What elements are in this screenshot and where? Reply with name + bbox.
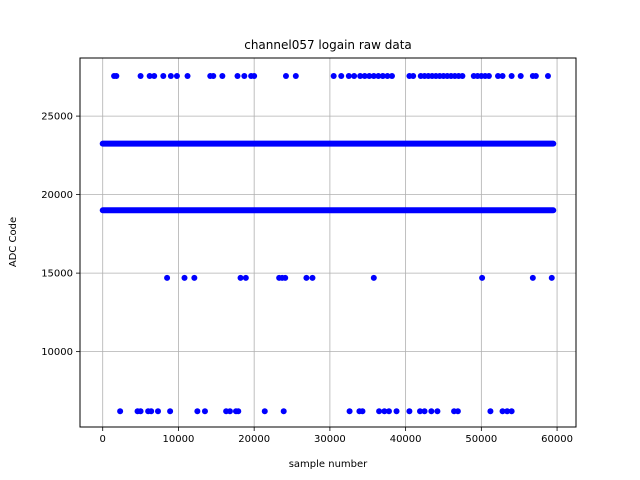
data-point [234,73,241,80]
data-point [309,274,316,281]
x-tick-label: 30000 [314,434,346,445]
data-point [517,73,524,80]
x-tick-label: 10000 [163,434,195,445]
data-point [219,73,226,80]
y-tick-label: 25000 [41,112,73,123]
data-point [113,73,120,80]
data-point [173,73,180,80]
data-point [370,274,377,281]
y-axis-label: ADC Code [8,217,19,267]
data-point [388,73,395,80]
data-point [330,73,337,80]
data-point [381,408,388,415]
data-point [495,73,502,80]
y-tick-label: 10000 [41,347,73,358]
data-point [154,408,161,415]
x-tick-label: 40000 [390,434,422,445]
data-point [406,408,413,415]
data-point [379,73,386,80]
x-tick-label: 50000 [465,434,497,445]
data-point [137,408,144,415]
data-point [504,408,511,415]
x-tick-label: 20000 [238,434,270,445]
data-point [351,73,358,80]
data-point [370,73,377,80]
data-point [160,73,167,80]
data-point [164,274,171,281]
data-point [237,274,244,281]
y-tick-label: 20000 [41,190,73,201]
data-point [184,73,191,80]
data-point [376,408,383,415]
data-point [242,274,249,281]
data-point [384,73,391,80]
x-axis-ticks: 0 10000 20000 30000 40000 50000 60000 [100,427,573,445]
x-tick-label: 60000 [541,434,573,445]
data-point [499,73,506,80]
data-point [375,73,382,80]
data-point [508,408,515,415]
data-point [479,274,486,281]
data-point [167,73,174,80]
data-point [151,73,158,80]
data-point [201,408,208,415]
data-point [385,408,392,415]
x-tick-label: 0 [100,434,106,445]
data-point [499,408,506,415]
data-point [393,408,400,415]
data-point [434,408,441,415]
data-point [485,73,492,80]
data-point [282,73,289,80]
data-point [346,408,353,415]
data-point [338,73,345,80]
data-point [544,73,551,80]
y-tick-label: 15000 [41,269,73,280]
plot-background [80,58,576,427]
data-point [361,73,368,80]
data-point [421,408,428,415]
data-point [417,408,424,415]
data-point [508,73,515,80]
data-point [226,408,233,415]
data-point [410,73,417,80]
data-point [345,73,352,80]
data-point [241,73,248,80]
data-point [548,274,555,281]
y-axis-ticks: 10000 15000 20000 25000 [41,112,80,358]
data-point [454,408,461,415]
data-point [532,73,539,80]
data-point [280,408,287,415]
data-point [459,73,466,80]
data-point [357,73,364,80]
data-point [282,274,289,281]
data-point [167,408,174,415]
data-point [303,274,310,281]
data-point [146,73,153,80]
data-points [99,73,557,415]
data-point [210,73,217,80]
data-point [148,408,155,415]
data-point [137,73,144,80]
grid-lines [80,58,576,427]
data-point [487,408,494,415]
data-point [181,274,188,281]
data-point [366,73,373,80]
data-point [292,73,299,80]
data-point [261,408,268,415]
data-point [117,408,124,415]
chart-title: channel057 logain raw data [244,38,412,52]
data-point [428,408,435,415]
plot-frame [79,57,577,428]
data-point [529,274,536,281]
data-point [251,73,258,80]
x-axis-label: sample number [289,459,368,470]
data-point [235,408,242,415]
data-point [194,408,201,415]
data-point [359,408,366,415]
data-point [191,274,198,281]
